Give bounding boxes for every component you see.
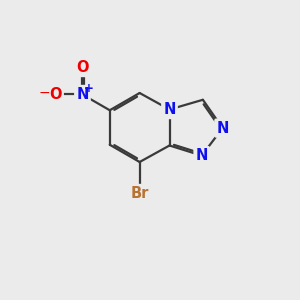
Text: N: N [163,102,176,117]
Text: O: O [76,60,89,75]
Text: N: N [216,121,229,136]
Text: N: N [196,148,208,163]
Text: N: N [76,87,89,102]
Text: −: − [38,86,50,100]
Text: O: O [49,87,62,102]
Text: +: + [83,82,93,95]
Text: Br: Br [130,186,149,201]
